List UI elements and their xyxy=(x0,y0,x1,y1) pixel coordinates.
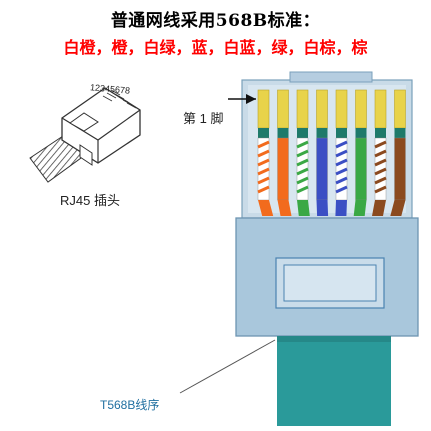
wire-stripe xyxy=(257,176,270,185)
wire-stripe xyxy=(296,167,309,176)
pin-contact xyxy=(355,89,367,129)
pin-contact xyxy=(335,89,348,129)
pin-band xyxy=(258,128,269,138)
pin-band xyxy=(394,128,406,138)
wire-tail xyxy=(335,200,347,216)
pin-band xyxy=(375,128,386,138)
wire-stripe xyxy=(257,158,270,167)
wire-white-green xyxy=(296,89,310,216)
wire-stripe xyxy=(374,140,387,149)
wire-stripe xyxy=(335,140,348,149)
pin-band xyxy=(316,128,328,138)
pin-band xyxy=(277,128,289,138)
pin1-label: 第 1 脚 xyxy=(183,111,224,126)
wire-white-orange xyxy=(257,89,274,216)
pin-contact xyxy=(277,89,289,129)
wire-blue xyxy=(316,89,329,216)
wire-white-brown xyxy=(372,89,387,216)
page-title: 普通网线采用568B标准： xyxy=(110,11,321,31)
wire-green xyxy=(353,89,367,216)
wire-stripe xyxy=(257,185,270,194)
wire-stripe xyxy=(335,167,348,176)
pin-band xyxy=(297,128,308,138)
wire-body xyxy=(394,137,406,201)
wire-tail xyxy=(390,200,406,216)
pin-contact xyxy=(394,89,406,129)
wire-tail xyxy=(353,200,367,216)
t568b-leader-line xyxy=(179,339,276,394)
wire-stripe xyxy=(296,185,309,194)
rj45-plug-illustration xyxy=(29,87,141,183)
wire-stripe xyxy=(257,140,270,149)
wire-tail xyxy=(277,200,292,216)
wire-stripe xyxy=(296,176,309,185)
pin-band xyxy=(336,128,347,138)
cable-jacket xyxy=(277,336,391,426)
wire-tail xyxy=(316,200,329,216)
pin-contact xyxy=(374,89,387,129)
wire-stripe xyxy=(335,149,348,158)
wire-stripe xyxy=(335,176,348,185)
connector-top-tab xyxy=(289,71,373,83)
wire-body xyxy=(355,137,367,201)
wire-stripe xyxy=(296,158,309,167)
wire-stripe xyxy=(374,185,387,194)
wire-stripe xyxy=(335,158,348,167)
plug-body xyxy=(61,87,141,166)
wire-white-blue xyxy=(335,89,348,216)
pin-band xyxy=(355,128,367,138)
wire-stripe xyxy=(296,149,309,158)
pin-contact xyxy=(257,89,270,129)
wire-body xyxy=(277,137,289,201)
wire-stripe xyxy=(296,140,309,149)
wire-tail xyxy=(372,200,386,216)
wire-order-text: 白橙，橙，白绿，蓝，白蓝，绿，白棕，棕 xyxy=(63,38,368,57)
wire-stripe xyxy=(335,185,348,194)
wire-tail xyxy=(258,200,274,216)
t568b-connector xyxy=(235,71,419,426)
rj45-plug-label: RJ45 插头 xyxy=(60,193,120,208)
pin-contact xyxy=(296,89,309,129)
wire-stripe xyxy=(374,167,387,176)
t568b-label: T568B线序 xyxy=(100,398,160,412)
wire-tail xyxy=(297,200,310,216)
pin1-arrow xyxy=(228,94,256,104)
wire-stripe xyxy=(374,149,387,158)
wire-stripe xyxy=(374,158,387,167)
wire-stripe xyxy=(374,176,387,185)
wire-orange xyxy=(277,89,292,216)
wire-stripe xyxy=(257,149,270,158)
wire-body xyxy=(316,137,328,201)
wire-bundle xyxy=(257,89,406,216)
wire-brown xyxy=(390,89,406,216)
wire-stripe xyxy=(257,167,270,176)
pin-contact xyxy=(316,89,328,129)
